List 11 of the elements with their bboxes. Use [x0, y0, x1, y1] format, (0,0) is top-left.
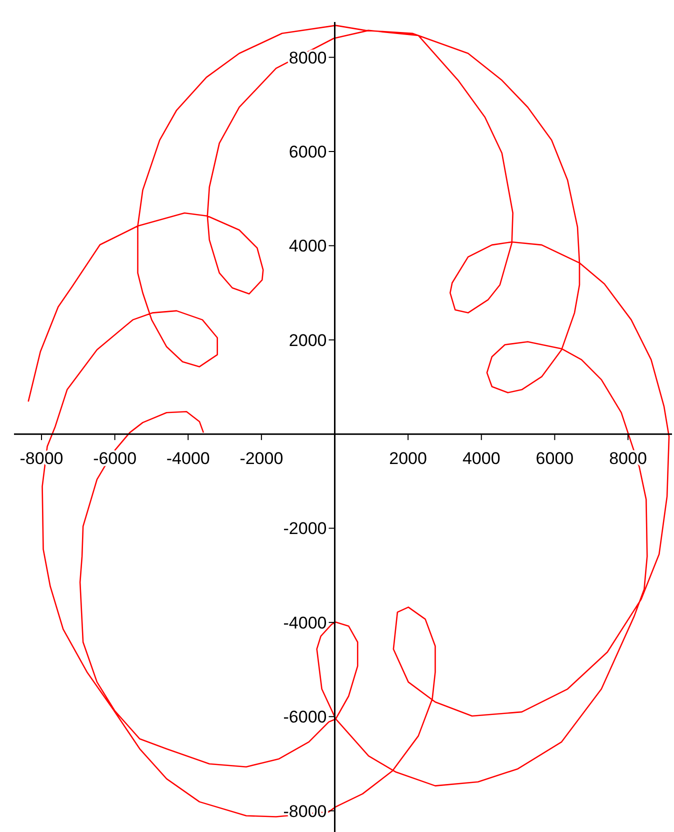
y-tick-label: 2000	[288, 330, 327, 350]
x-tick-label: 4000	[462, 449, 500, 468]
y-tick-label: 4000	[288, 236, 327, 256]
y-tick-label: -4000	[283, 613, 327, 632]
x-tick-label: -4000	[166, 449, 210, 468]
y-tick-label: 6000	[288, 142, 327, 162]
x-tick-label: 2000	[389, 449, 427, 468]
x-tick-label: 6000	[536, 449, 574, 468]
y-tick-label: -2000	[283, 519, 327, 538]
x-tick-label: -2000	[240, 449, 284, 468]
y-tick-label: -6000	[283, 708, 327, 727]
